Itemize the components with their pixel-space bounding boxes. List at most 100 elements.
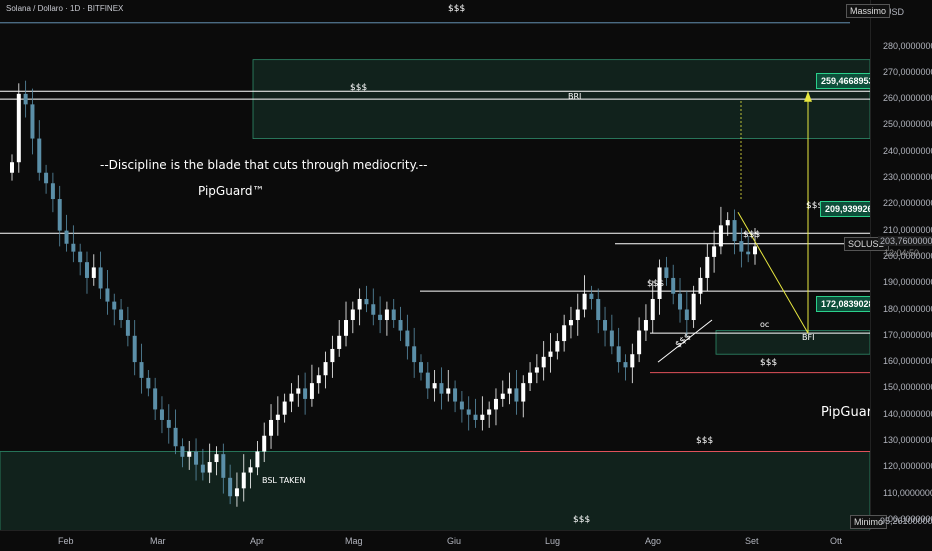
month-tick: Ott: [830, 536, 843, 546]
candle-body: [371, 304, 376, 315]
candle-body: [507, 388, 512, 394]
price-tick: 140,00000000: [883, 408, 932, 419]
candle-body: [432, 383, 437, 389]
candle-body: [439, 383, 444, 394]
candle-body: [596, 298, 601, 321]
price-tick: 160,00000000: [883, 356, 932, 367]
zone-demand: [0, 451, 870, 530]
candle-body: [262, 435, 267, 452]
liquidity-label-bri: $$$: [350, 83, 368, 93]
candle-body: [589, 293, 594, 299]
liquidity-label-red-mid: $$$: [760, 358, 778, 368]
month-tick: Feb: [58, 536, 74, 546]
candle-body: [746, 251, 751, 255]
candle-body: [146, 377, 151, 389]
candle-body: [753, 246, 757, 255]
candle-body: [391, 309, 396, 321]
candle-body: [562, 325, 567, 342]
trendline-diagonal: [657, 319, 713, 363]
candle-body: [671, 277, 676, 294]
month-tick: Set: [745, 536, 759, 546]
candle-body: [705, 256, 710, 278]
candle-body: [616, 346, 621, 363]
candle-body: [378, 314, 383, 321]
candle-body: [412, 346, 417, 363]
candle-body: [555, 341, 560, 352]
month-tick: Giu: [447, 536, 462, 546]
liquidity-label-mid-high: $$$: [806, 201, 824, 211]
candle-body: [64, 230, 69, 244]
candle-body: [405, 330, 410, 347]
candle-body: [691, 293, 696, 321]
candle-body: [609, 330, 614, 347]
candle-body: [425, 372, 430, 389]
price-chart[interactable]: [0, 0, 870, 530]
price-tick: 200,00000000: [883, 250, 932, 261]
candle-body: [582, 293, 587, 310]
candle-body: [207, 462, 212, 473]
candle-body: [330, 348, 335, 363]
liquidity-label-mid-low: $$$: [743, 230, 761, 240]
month-tick: Lug: [545, 536, 561, 546]
candle-body: [71, 243, 76, 252]
quote-text: --Discipline is the blade that cuts thro…: [100, 158, 428, 172]
candle-body: [78, 251, 83, 263]
oc-label: oc: [760, 320, 770, 329]
candle-body: [234, 488, 239, 497]
candle-body: [57, 199, 62, 231]
candle-body: [603, 320, 608, 331]
liquidity-label-red-low: $$$: [696, 436, 714, 446]
liquidity-label-top: $$$: [448, 4, 466, 14]
candle-body: [514, 388, 519, 402]
candle-body: [568, 320, 573, 326]
candle-body: [357, 298, 362, 310]
currency-label[interactable]: USD: [885, 7, 905, 17]
max-tag: Massimo: [846, 4, 891, 18]
candle-body: [739, 241, 744, 252]
candle-body: [459, 401, 464, 410]
candle-body: [316, 375, 321, 384]
candle-body: [309, 383, 314, 399]
candle-body: [228, 477, 233, 497]
candle-body: [112, 301, 117, 310]
candle-body: [650, 298, 655, 321]
candle-body: [528, 372, 533, 384]
candle-body: [23, 93, 28, 105]
price-tick: 190,00000000: [883, 277, 932, 288]
candle-body: [718, 225, 723, 247]
candle-body: [350, 309, 355, 321]
liquidity-label-swing: $$$: [647, 279, 665, 289]
candle-body: [159, 409, 164, 420]
candle-body: [37, 138, 42, 173]
candle-body: [480, 414, 485, 420]
candle-body: [323, 362, 328, 376]
projection-arrowhead: [804, 91, 812, 102]
target-label-low: 172,08390286: [816, 296, 884, 312]
candle-body: [384, 309, 389, 321]
candle-body: [105, 288, 110, 302]
time-axis[interactable]: Feb Mar Apr Mag Giu Lug Ago Set Ott: [0, 530, 870, 551]
price-tick: 110,00000000: [883, 487, 932, 498]
candle-body: [269, 419, 274, 436]
candle-body: [166, 419, 171, 428]
symbol-header: Solana / Dollaro · 1D · BITFINEX: [6, 4, 124, 13]
candle-body: [10, 162, 14, 173]
price-tick: 220,00000000: [883, 198, 932, 209]
month-tick: Apr: [250, 536, 265, 546]
candle-body: [30, 104, 35, 139]
candle-body: [50, 183, 55, 200]
candle-body: [241, 472, 246, 489]
price-axis[interactable]: USD 280,00000000 270,00000000 260,00000000…: [870, 0, 932, 530]
candle-body: [500, 393, 505, 399]
candle-body: [534, 367, 539, 373]
candle-body: [712, 246, 717, 257]
month-tick: Mag: [345, 536, 363, 546]
candle-body: [548, 351, 553, 357]
candle-body: [139, 362, 144, 378]
price-tick: 250,00000000: [883, 119, 932, 130]
price-tick: 170,00000000: [883, 329, 932, 340]
candle-body: [698, 277, 703, 294]
candle-body: [732, 220, 737, 242]
month-tick: Mar: [150, 536, 166, 546]
candle-body: [16, 93, 21, 163]
